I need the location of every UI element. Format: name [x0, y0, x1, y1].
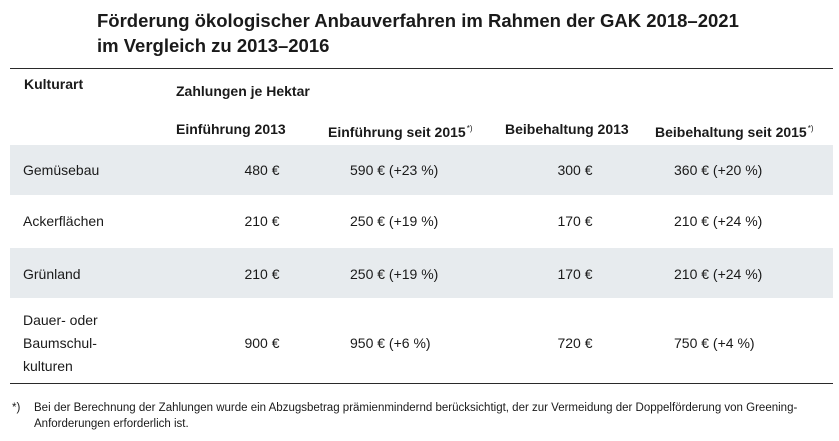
header-beibehaltung-2013: Beibehaltung 2013 [505, 120, 629, 138]
header-einfuehrung-2013: Einführung 2013 [176, 120, 286, 138]
value-einfuehrung-seit-2015: 250 € (+19 %) [350, 266, 439, 282]
table-row: Grünland 210 € 250 € (+19 %) 170 € 210 €… [10, 248, 833, 298]
value-beibehaltung-seit-2015: 360 € (+20 %) [674, 162, 763, 178]
value-einfuehrung-2013: 210 € [244, 213, 280, 229]
row-label-line-1: Dauer- oder [23, 312, 98, 328]
table-bottom-rule [10, 383, 833, 384]
header-zahlungen-je-hektar: Zahlungen je Hektar [176, 83, 310, 99]
value-einfuehrung-2013: 210 € [244, 266, 280, 282]
row-label: Ackerflächen [23, 213, 104, 229]
page-title: Förderung ökologischer Anbauverfahren im… [97, 8, 739, 58]
value-einfuehrung-seit-2015: 250 € (+19 %) [350, 213, 439, 229]
title-line-1: Förderung ökologischer Anbauverfahren im… [97, 10, 739, 31]
header-label: Beibehaltung seit 2015 [655, 124, 807, 140]
table-row: Ackerflächen 210 € 250 € (+19 %) 170 € 2… [10, 195, 833, 245]
value-beibehaltung-2013: 170 € [557, 213, 593, 229]
row-label: Grünland [23, 266, 81, 282]
footnote-marker: *) [466, 124, 473, 133]
footnote-marker: *) [12, 402, 21, 414]
row-label-line-3: kulturen [23, 358, 73, 374]
footnote-marker: *) [807, 124, 814, 133]
header-einfuehrung-seit-2015: Einführung seit 2015*) [328, 120, 472, 141]
value-beibehaltung-2013: 170 € [557, 266, 593, 282]
title-line-2: im Vergleich zu 2013–2016 [97, 35, 330, 56]
header-kulturart: Kulturart [24, 76, 84, 92]
table-row: Dauer- oder Baumschul- kulturen 900 € 95… [10, 300, 833, 382]
footnote-text: Bei der Berechnung der Zahlungen wurde e… [34, 402, 798, 430]
header-beibehaltung-seit-2015: Beibehaltung seit 2015*) [655, 120, 814, 141]
value-beibehaltung-seit-2015: 210 € (+24 %) [674, 213, 763, 229]
value-einfuehrung-seit-2015: 950 € (+6 %) [350, 335, 431, 351]
value-beibehaltung-seit-2015: 210 € (+24 %) [674, 266, 763, 282]
row-label: Gemüsebau [23, 162, 100, 178]
value-beibehaltung-seit-2015: 750 € (+4 %) [674, 335, 755, 351]
value-einfuehrung-2013: 900 € [244, 335, 280, 351]
value-einfuehrung-2013: 480 € [244, 162, 280, 178]
value-beibehaltung-2013: 720 € [557, 335, 593, 351]
row-label-line-2: Baumschul- [23, 335, 97, 351]
header-label: Einführung 2013 [176, 121, 286, 137]
table-row: Gemüsebau 480 € 590 € (+23 %) 300 € 360 … [10, 145, 833, 195]
header-label: Beibehaltung 2013 [505, 121, 629, 137]
header-label: Einführung seit 2015 [328, 124, 466, 140]
value-einfuehrung-seit-2015: 590 € (+23 %) [350, 162, 439, 178]
value-beibehaltung-2013: 300 € [557, 162, 593, 178]
table-top-rule [10, 68, 833, 69]
